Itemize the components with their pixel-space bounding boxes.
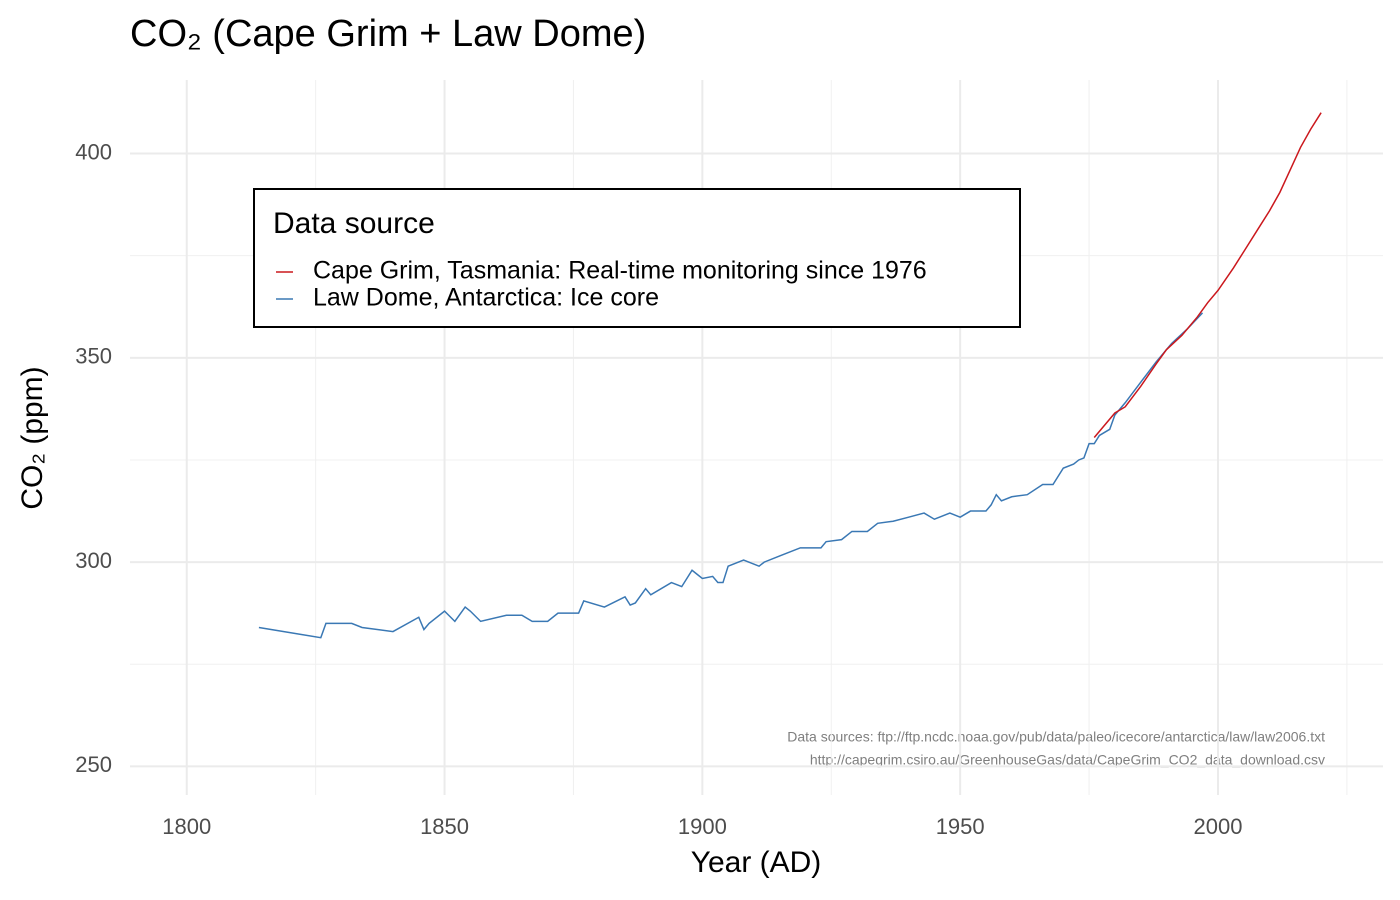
caption: http://capegrim.csiro.au/GreenhouseGas/d… bbox=[810, 752, 1325, 768]
y-tick-label: 350 bbox=[75, 344, 112, 369]
x-tick-label: 1900 bbox=[678, 814, 727, 839]
y-tick-label: 400 bbox=[75, 139, 112, 164]
legend-box bbox=[253, 188, 1021, 328]
legend-label: Cape Grim, Tasmania: Real-time monitorin… bbox=[313, 257, 927, 285]
caption: Data sources: ftp://ftp.ncdc.noaa.gov/pu… bbox=[787, 729, 1325, 745]
legend-label: Law Dome, Antarctica: Ice core bbox=[313, 284, 659, 312]
x-tick-label: 1950 bbox=[936, 814, 985, 839]
x-tick-label: 1800 bbox=[162, 814, 211, 839]
x-tick-label: 2000 bbox=[1194, 814, 1243, 839]
y-tick-label: 250 bbox=[75, 752, 112, 777]
data-line bbox=[258, 312, 1204, 639]
y-tick-label: 300 bbox=[75, 548, 112, 573]
x-axis-label: Year (AD) bbox=[691, 846, 822, 879]
y-axis-label: CO₂ (ppm) bbox=[16, 366, 49, 509]
legend-title: Data source bbox=[273, 207, 435, 240]
x-tick-label: 1850 bbox=[420, 814, 469, 839]
legend: Data source Cape Grim, Tasmania: Real-tim… bbox=[253, 188, 1021, 328]
data-line bbox=[1093, 112, 1322, 438]
chart-title: CO₂ (Cape Grim + Law Dome) bbox=[130, 13, 646, 55]
